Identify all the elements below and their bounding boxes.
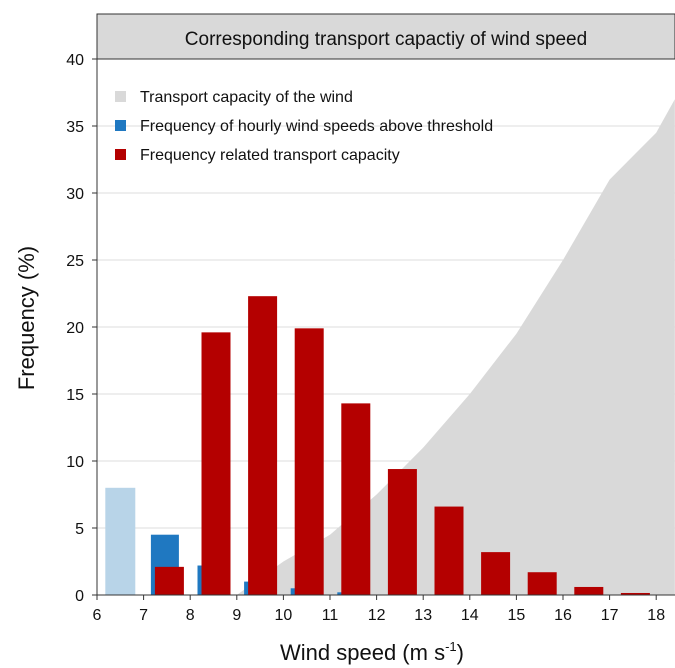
bar-transport-frequency <box>341 403 371 595</box>
y-tick-label: 35 <box>66 119 84 136</box>
legend-label: Frequency related transport capacity <box>140 147 400 164</box>
bar-transport-frequency <box>434 506 464 595</box>
x-axis-label-close: ) <box>457 640 464 665</box>
legend: Transport capacity of the wind Frequency … <box>115 89 493 164</box>
y-tick-label: 30 <box>66 186 84 203</box>
legend-label: Transport capacity of the wind <box>140 89 353 106</box>
bars <box>105 296 650 595</box>
x-tick-label: 10 <box>275 607 293 624</box>
legend-label: Frequency of hourly wind speeds above th… <box>140 118 493 135</box>
panel-title: Corresponding transport capactiy of wind… <box>185 29 587 50</box>
x-tick-label: 9 <box>232 607 241 624</box>
y-tick-label: 5 <box>75 521 84 538</box>
x-tick-label: 13 <box>414 607 432 624</box>
x-tick-label: 14 <box>461 607 479 624</box>
y-tick-label: 20 <box>66 320 84 337</box>
x-tick-label: 8 <box>186 607 195 624</box>
bar-threshold-frequency <box>105 487 136 595</box>
transport-capacity-area <box>236 99 675 595</box>
y-tick-label: 40 <box>66 52 84 69</box>
y-tick-label: 10 <box>66 454 84 471</box>
y-tick-label: 25 <box>66 253 84 270</box>
y-axis-label: Frequency (%) <box>14 246 39 390</box>
y-ticks: 0 5 10 15 20 25 30 35 40 <box>66 52 97 605</box>
legend-swatch <box>115 149 126 160</box>
bar-transport-frequency <box>154 566 184 595</box>
x-axis-label-main: Wind speed (m s <box>280 640 445 665</box>
legend-swatch <box>115 91 126 102</box>
bar-transport-frequency <box>387 469 417 595</box>
x-ticks: 6 7 8 9 10 11 12 13 14 15 16 17 18 <box>93 595 665 624</box>
x-tick-label: 11 <box>322 607 339 624</box>
x-tick-label: 16 <box>554 607 572 624</box>
x-tick-label: 12 <box>368 607 386 624</box>
x-axis-label-sup: -1 <box>445 639 457 654</box>
x-axis-label: Wind speed (m s-1) <box>280 639 464 665</box>
bar-transport-frequency <box>248 296 278 595</box>
x-tick-label: 15 <box>508 607 526 624</box>
grid-lines <box>97 58 675 529</box>
x-tick-label: 17 <box>601 607 619 624</box>
bar-transport-frequency <box>574 586 604 595</box>
y-tick-label: 0 <box>75 588 84 605</box>
panel-title-box: Corresponding transport capactiy of wind… <box>96 13 675 60</box>
x-tick-label: 7 <box>139 607 148 624</box>
bar-transport-frequency <box>527 572 557 595</box>
bar-transport-frequency <box>620 592 650 595</box>
x-tick-label: 6 <box>93 607 102 624</box>
bar-transport-frequency <box>294 328 324 595</box>
x-tick-label: 18 <box>647 607 665 624</box>
y-tick-label: 15 <box>66 387 84 404</box>
bar-transport-frequency <box>481 552 511 595</box>
bar-transport-frequency <box>201 332 231 595</box>
legend-swatch <box>115 120 126 131</box>
